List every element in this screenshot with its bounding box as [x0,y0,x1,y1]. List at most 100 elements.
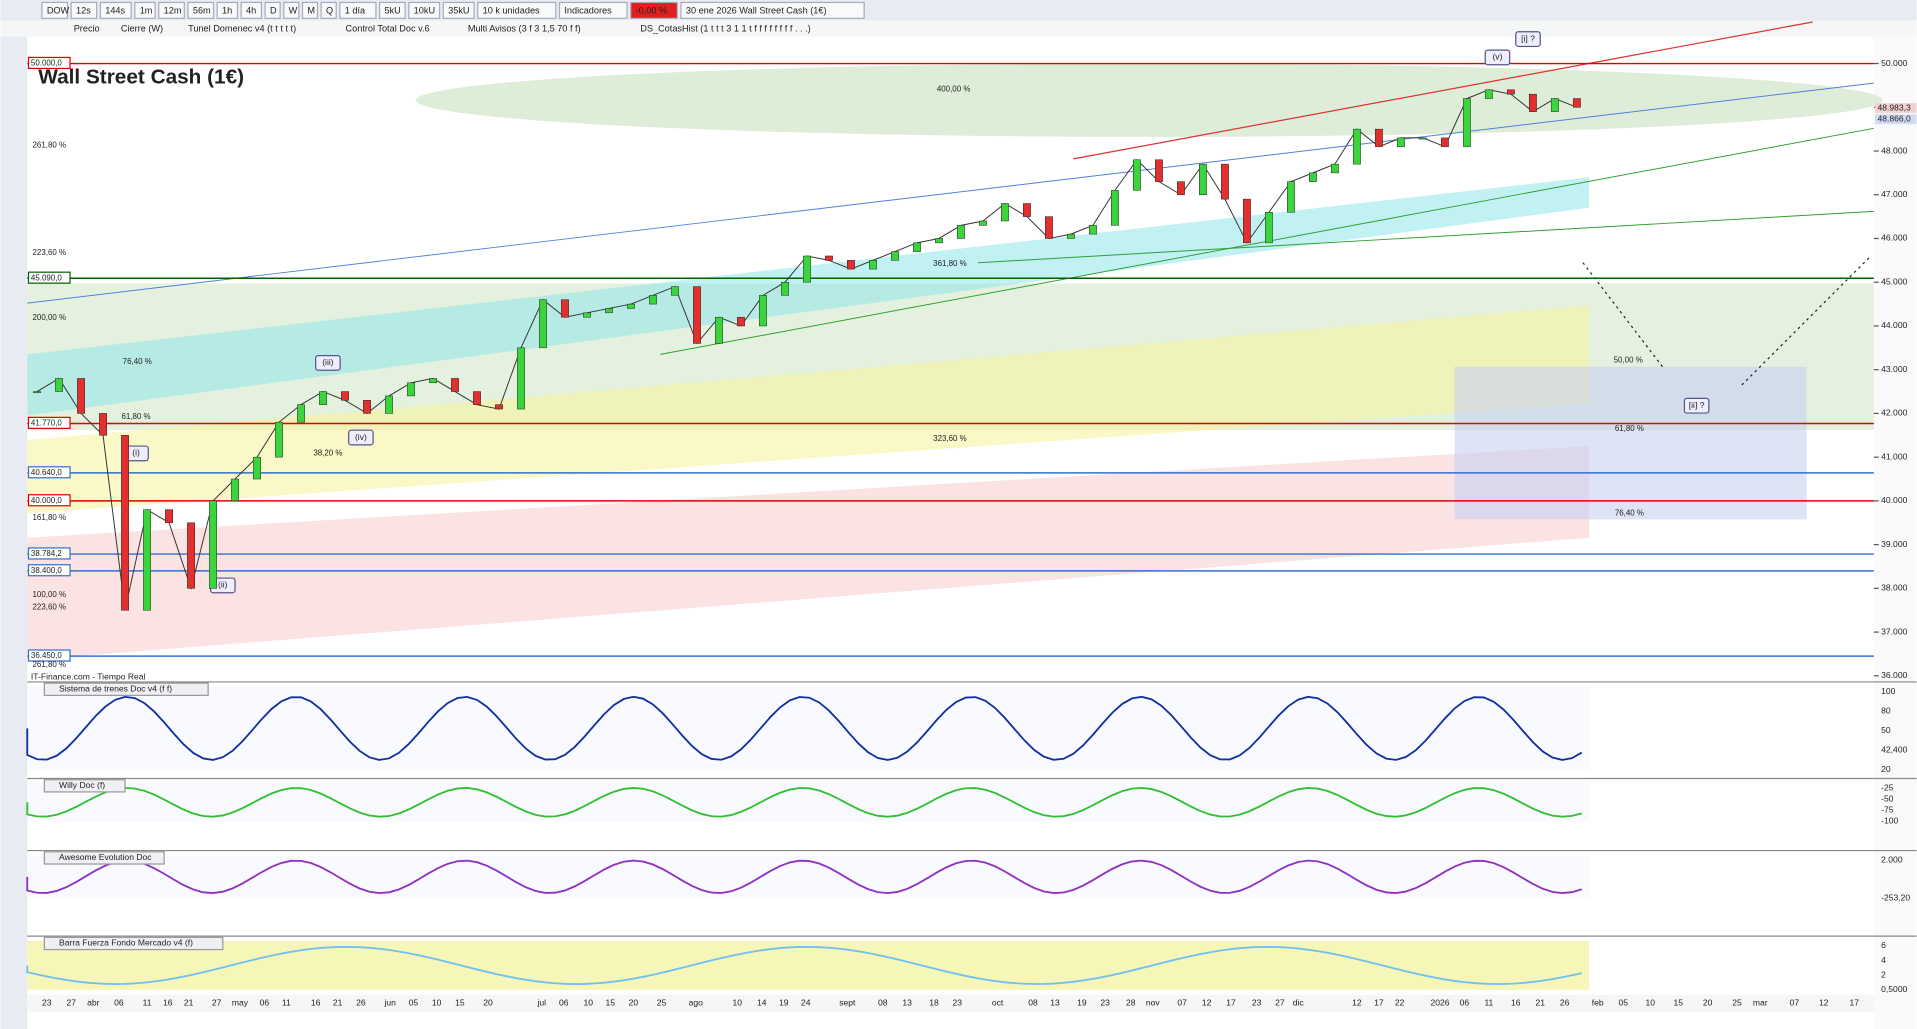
candle [935,238,943,244]
date-label: 26 [1560,998,1570,1008]
date-label: 05 [1619,998,1629,1008]
date-label: 21 [1535,998,1545,1008]
toolbar-button[interactable] [339,1,377,19]
candle [1045,216,1053,239]
wave-box [1515,31,1541,48]
y-tick-label: 50.000 [1881,58,1907,68]
date-label: 23 [1252,998,1262,1008]
date-label: nov [1146,998,1161,1008]
panel-title: Sistema de trenes Doc v4 (f f) [59,684,172,694]
date-label: 28 [1126,998,1136,1008]
y-tick-label: 48.000 [1881,145,1907,155]
candle [1330,163,1339,174]
date-label: 12 [1819,998,1829,1008]
candle [1221,163,1229,200]
level-label: 50.000,0 [31,59,62,68]
candle [627,303,635,309]
chart-title: Wall Street Cash (1€) [38,66,244,89]
toolbar-button[interactable] [630,1,678,19]
panel-title-box [43,851,165,865]
fib-label: 50,00 % [1614,356,1643,365]
toolbar-button[interactable] [301,1,319,19]
toolbar-button[interactable] [558,1,628,19]
fib-label: 61,80 % [121,412,150,421]
candle [715,316,723,344]
toolbar-button[interactable] [283,1,300,19]
toolbar-button[interactable] [216,1,239,19]
toolbar-button[interactable] [442,1,475,19]
candle [737,316,745,327]
toolbar-label: 10 k unidades [483,5,540,15]
date-label: 17 [1374,998,1384,1008]
level-tag [27,56,71,70]
date-label: 21 [333,998,343,1008]
date-label: 25 [657,998,667,1008]
toolbar-button[interactable] [378,1,406,19]
toolbar-label: M [307,5,315,15]
candle [803,255,811,283]
indicator-name: Cierre (W) [121,24,163,34]
panel-axis-label: -25 [1881,783,1894,793]
candle [297,404,305,423]
toolbar-button[interactable] [680,1,865,19]
date-label: 19 [779,998,789,1008]
candle [891,251,899,261]
trend-line [978,210,1874,264]
candle [539,299,547,349]
toolbar-button[interactable] [41,1,69,19]
toolbar-button[interactable] [187,1,215,19]
candle [693,286,701,344]
candle [1528,93,1537,112]
y-tick-label: 37.000 [1881,626,1907,636]
indicators-bar [0,20,1917,37]
candle [231,478,239,502]
panel-axis-label: 42,400 [1881,745,1907,755]
fib-label: 223,60 % [32,248,66,257]
date-label: 23 [1100,998,1110,1008]
fib-label: 261,80 % [32,141,66,150]
y-tick-label: 45.000 [1881,276,1907,286]
date-label: 20 [629,998,639,1008]
date-label: 27 [212,998,222,1008]
candle [1286,181,1295,213]
candle [781,281,789,296]
toolbar-button[interactable] [158,1,185,19]
candle [1396,137,1405,147]
toolbar-button[interactable] [99,1,132,19]
candle [561,299,569,318]
level-tag [27,416,71,429]
candle [253,456,261,480]
fib-label: 38,20 % [313,448,342,457]
toolbar-button[interactable] [408,1,441,19]
toolbar-label: 144s [105,5,125,15]
toolbar-button[interactable] [477,1,557,19]
date-label: 10 [1645,998,1655,1008]
candle [1484,89,1493,99]
date-label: 16 [163,998,173,1008]
panel-bg [27,941,1590,990]
price-tag-label: 48.866,0 [1878,114,1912,124]
panel-axis-label: 50 [1881,725,1891,735]
candle [429,378,437,384]
date-label: 11 [1484,998,1493,1008]
indicator-name: Multi Avisos (3 f 3 1,5 70 f f) [468,24,581,34]
date-label: 07 [1790,998,1800,1008]
date-label: 21 [184,998,194,1008]
date-label: 26 [356,998,366,1008]
level-label: 40.000,0 [31,496,62,505]
toolbar-button[interactable] [264,1,281,19]
indicator-curve [26,695,1583,761]
panel-title-box [43,682,209,696]
toolbar-button[interactable] [70,1,98,19]
fib-label: 161,80 % [32,513,66,522]
indicator-curve [26,945,1582,985]
toolbar-label: W [289,5,298,15]
indicator-name: Precio [74,24,100,34]
date-label: 16 [1511,998,1521,1008]
toolbar-button[interactable] [240,1,263,19]
price-axis [1873,36,1917,1029]
toolbar-button[interactable] [134,1,156,19]
candle [671,286,679,296]
toolbar-button[interactable] [320,1,337,19]
candle [913,242,921,252]
